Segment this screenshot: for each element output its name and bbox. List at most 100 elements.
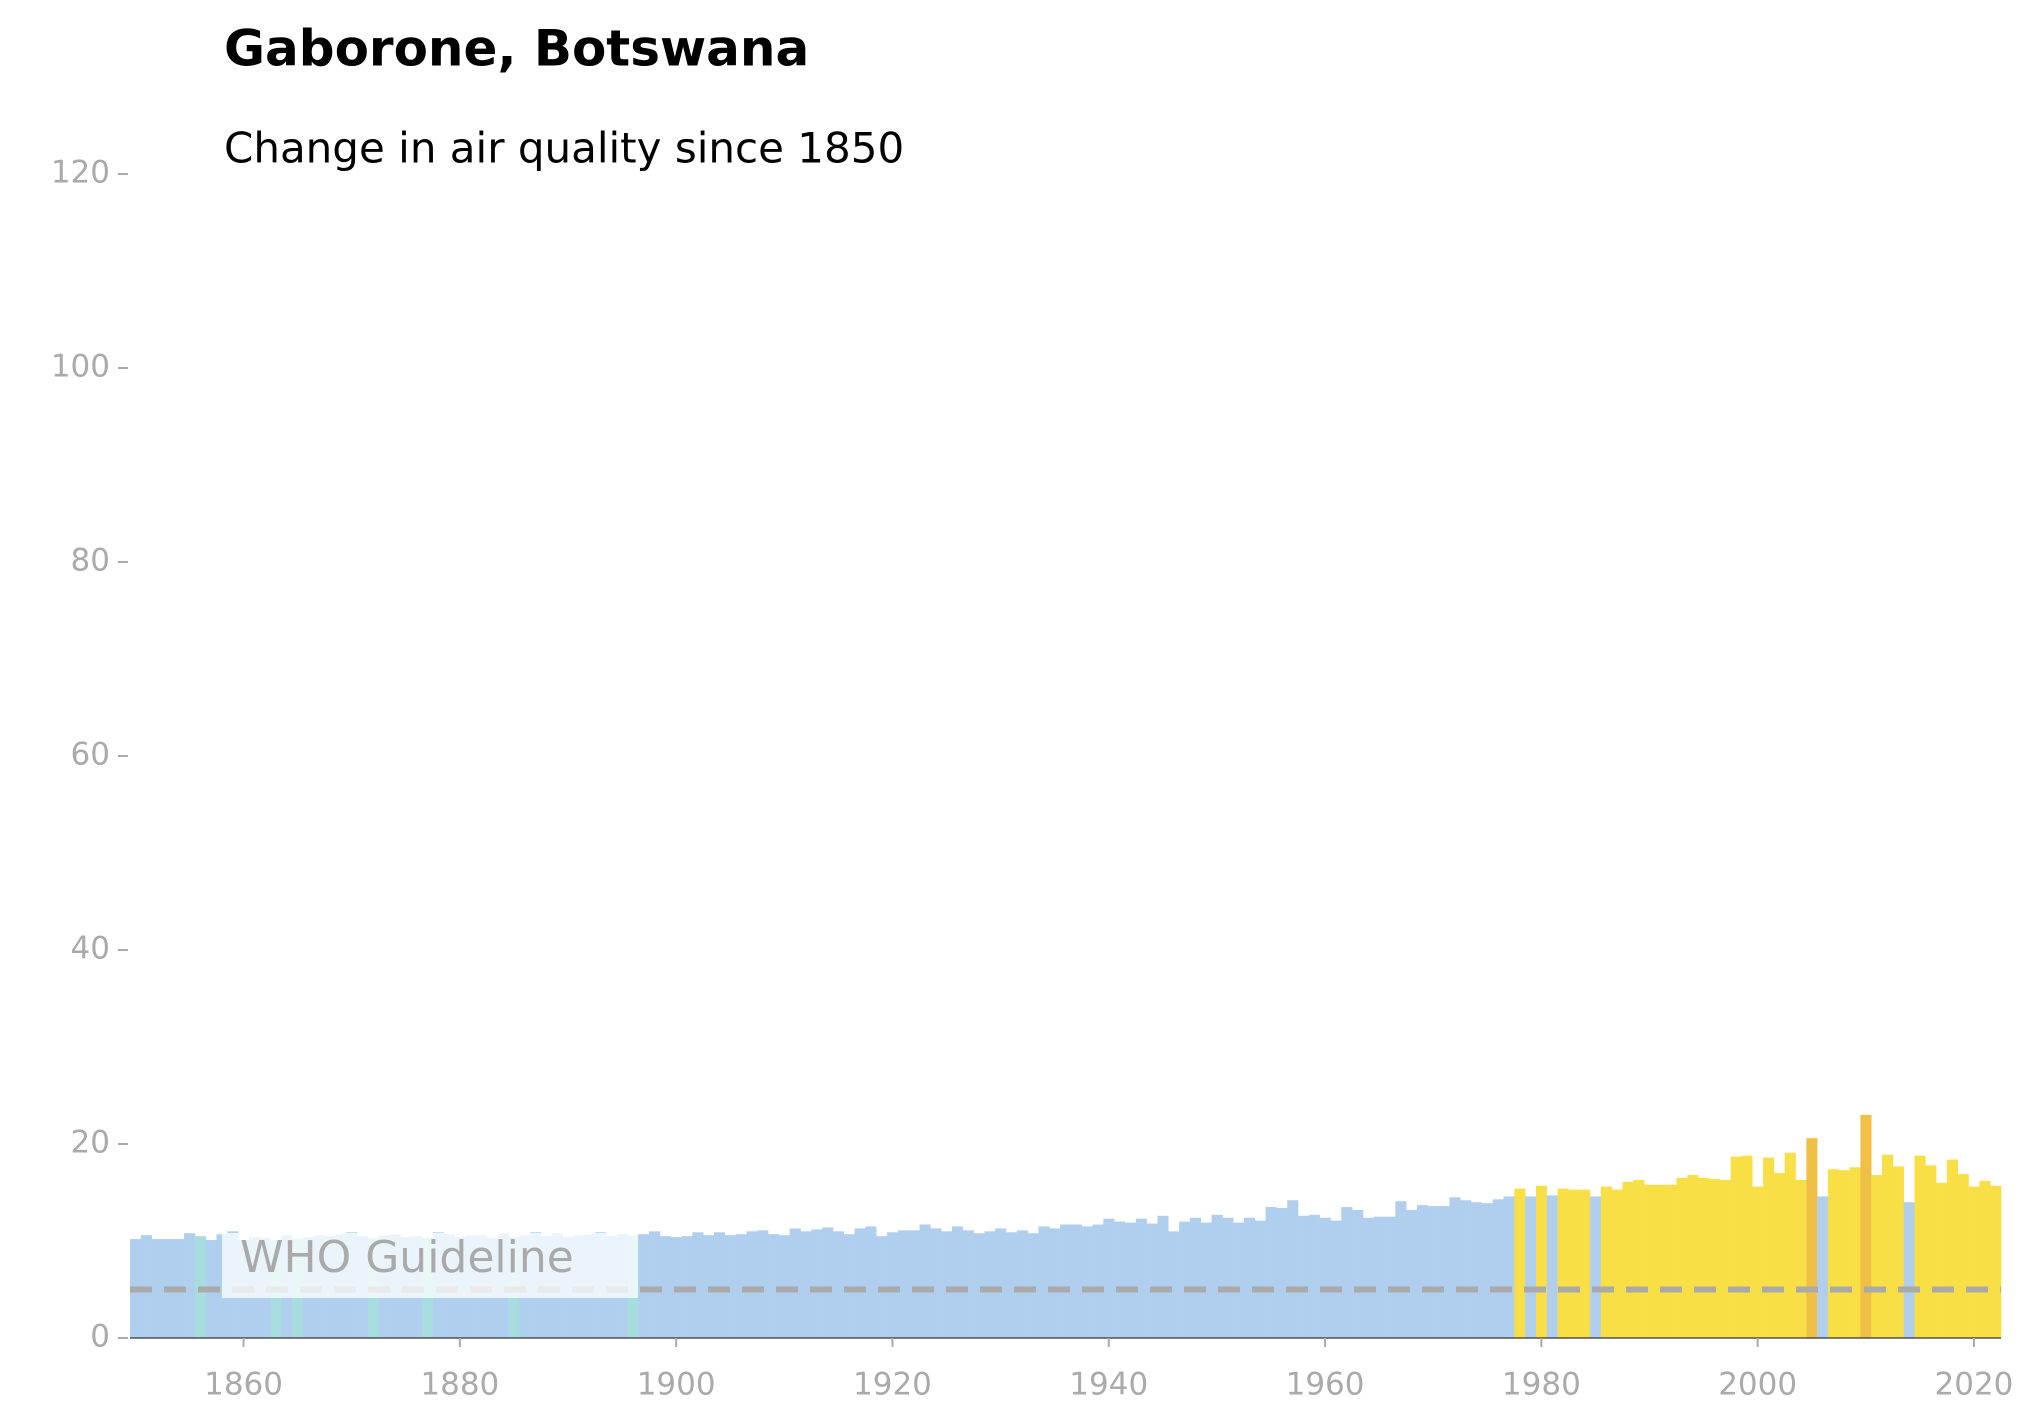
x-tick-label: 1880 [420, 1367, 499, 1403]
bar [832, 1231, 845, 1338]
bar [768, 1234, 780, 1338]
bar [1049, 1228, 1061, 1338]
bar [1741, 1155, 1753, 1338]
bar [800, 1231, 812, 1338]
bar [757, 1230, 769, 1338]
bar [919, 1224, 931, 1338]
bar [1341, 1207, 1353, 1338]
bar [865, 1226, 877, 1338]
bar [1882, 1154, 1894, 1338]
bar [1308, 1214, 1320, 1338]
bar [1968, 1186, 1980, 1338]
x-tick-label: 1960 [1286, 1367, 1365, 1403]
bar [1611, 1189, 1623, 1338]
bar [1914, 1155, 1926, 1338]
bar [692, 1232, 704, 1338]
bar [1243, 1217, 1256, 1338]
x-tick-label: 2020 [1935, 1367, 2014, 1403]
bar [1525, 1196, 1537, 1338]
bar [1189, 1217, 1201, 1338]
chart-title: Gaborone, Botswana [224, 20, 809, 78]
bar [941, 1231, 953, 1338]
bar [1773, 1173, 1785, 1338]
bar [1644, 1184, 1656, 1338]
bar [1600, 1186, 1612, 1338]
bar [951, 1226, 964, 1338]
bar [1535, 1185, 1548, 1338]
bar [1416, 1205, 1429, 1338]
bar [1254, 1220, 1266, 1338]
bar [1795, 1179, 1807, 1338]
bar [1124, 1222, 1137, 1338]
bar [1827, 1169, 1840, 1338]
bar [1990, 1185, 2002, 1338]
bar [1222, 1217, 1234, 1338]
bar [1298, 1215, 1310, 1338]
bar [1373, 1216, 1385, 1338]
bar [1016, 1230, 1028, 1338]
bar [995, 1228, 1007, 1338]
bar [1146, 1223, 1158, 1338]
bar [1081, 1226, 1093, 1338]
bar [1157, 1215, 1169, 1338]
bar [1676, 1177, 1688, 1338]
bar [1903, 1202, 1915, 1338]
x-tick-label: 1860 [204, 1367, 283, 1403]
bar [1438, 1206, 1450, 1338]
bar [1622, 1181, 1634, 1338]
bar [811, 1229, 823, 1338]
bar [1871, 1175, 1883, 1338]
bar [649, 1231, 661, 1338]
bar [1395, 1201, 1407, 1338]
bar [659, 1236, 672, 1338]
x-tick-label: 1900 [637, 1367, 716, 1403]
x-tick-label: 2000 [1718, 1367, 1797, 1403]
bar [724, 1235, 736, 1338]
bar [897, 1230, 909, 1338]
bar [1817, 1196, 1829, 1338]
bar [789, 1228, 801, 1338]
bar [1719, 1179, 1731, 1338]
bar [1460, 1200, 1472, 1338]
bar [1038, 1226, 1050, 1338]
bar [1103, 1218, 1115, 1338]
bar [1406, 1209, 1418, 1338]
bar [854, 1228, 866, 1338]
guideline-label-box [222, 1233, 638, 1298]
bar [1135, 1218, 1147, 1338]
y-tick-label: 80 [71, 543, 110, 579]
bar [1633, 1179, 1645, 1338]
bar [638, 1234, 650, 1338]
bar [1568, 1189, 1580, 1338]
bar [1936, 1182, 1948, 1338]
bar [1503, 1196, 1515, 1338]
y-tick-label: 0 [90, 1319, 110, 1355]
bar [1763, 1157, 1775, 1338]
bar [1114, 1221, 1126, 1338]
bar [887, 1232, 899, 1338]
x-tick-label: 1980 [1502, 1367, 1581, 1403]
bar [1427, 1206, 1439, 1338]
bar [1362, 1217, 1375, 1338]
bar [1546, 1195, 1558, 1338]
bar [151, 1239, 163, 1338]
bar [1492, 1199, 1504, 1338]
bar [714, 1232, 726, 1338]
bar [822, 1227, 834, 1338]
bar [184, 1233, 196, 1338]
bar [930, 1228, 942, 1338]
bar [973, 1233, 985, 1338]
bar [1179, 1221, 1191, 1338]
bar [1752, 1186, 1764, 1338]
bar [1060, 1224, 1072, 1338]
bar [908, 1230, 920, 1338]
bar [1027, 1233, 1039, 1338]
bar [1730, 1156, 1742, 1338]
bar [1481, 1203, 1493, 1338]
bar [1384, 1216, 1396, 1338]
bar [984, 1231, 996, 1338]
y-tick-label: 120 [51, 155, 110, 191]
x-tick-label: 1940 [1069, 1367, 1148, 1403]
bar [1352, 1209, 1364, 1338]
